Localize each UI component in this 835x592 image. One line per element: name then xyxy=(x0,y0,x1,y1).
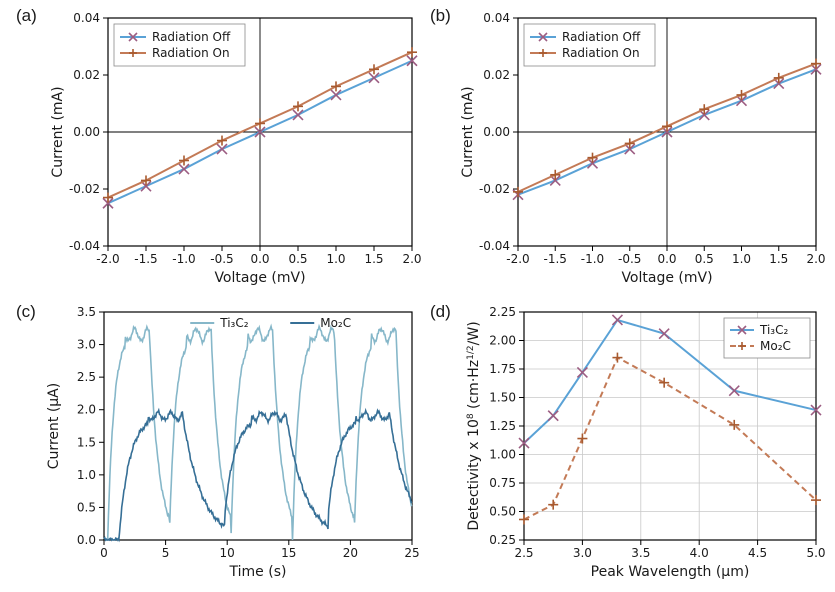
svg-text:-2.0: -2.0 xyxy=(506,252,529,266)
svg-text:-2.0: -2.0 xyxy=(96,252,119,266)
svg-text:Detectivity x 108 (cm·Hz1/2/W): Detectivity x 108 (cm·Hz1/2/W) xyxy=(466,321,482,530)
svg-text:2.00: 2.00 xyxy=(489,334,516,348)
svg-text:Mo₂C: Mo₂C xyxy=(760,339,791,353)
svg-text:Ti₃C₂: Ti₃C₂ xyxy=(219,316,248,330)
svg-text:0.04: 0.04 xyxy=(483,11,510,25)
svg-text:0.04: 0.04 xyxy=(73,11,100,25)
svg-text:3.5: 3.5 xyxy=(77,305,96,319)
svg-text:0.0: 0.0 xyxy=(250,252,269,266)
svg-text:-1.0: -1.0 xyxy=(172,252,195,266)
figure: (a) (b) (c) (d) -2.0 -1.5 -1.0 -0.5 0.0 0.5 1.… xyxy=(0,0,835,592)
panel-c: 0 5 10 15 20 25 0.0 0.5 1.0 1.5 2.0 2.5 3.0 3.5 Time (… xyxy=(44,300,424,588)
svg-text:Radiation Off: Radiation Off xyxy=(152,30,231,44)
panel-label-c: (c) xyxy=(16,302,36,322)
panel-a: -2.0 -1.5 -1.0 -0.5 0.0 0.5 1.0 1.5 2.0 -0.04 -0.0… xyxy=(44,6,424,294)
panel-b: -2.0 -1.5 -1.0 -0.5 0.0 0.5 1.0 1.5 2.0 -0.04 -0.0… xyxy=(458,6,828,294)
svg-text:-0.04: -0.04 xyxy=(69,239,100,253)
svg-text:Current (μA): Current (μA) xyxy=(46,383,62,469)
svg-text:Peak Wavelength (μm): Peak Wavelength (μm) xyxy=(591,564,750,580)
svg-text:0: 0 xyxy=(100,546,108,560)
svg-text:4.0: 4.0 xyxy=(690,546,709,560)
svg-text:1.5: 1.5 xyxy=(77,435,96,449)
svg-text:0.00: 0.00 xyxy=(73,125,100,139)
svg-text:3.0: 3.0 xyxy=(573,546,592,560)
panel-d: 2.5 3.0 3.5 4.0 4.5 5.0 0.25 0.50 0.75 1.00 1.25 1.… xyxy=(458,300,828,588)
svg-text:Radiation Off: Radiation Off xyxy=(562,30,641,44)
svg-text:-0.02: -0.02 xyxy=(69,182,100,196)
svg-text:0.25: 0.25 xyxy=(489,533,516,547)
svg-text:Mo₂C: Mo₂C xyxy=(320,316,351,330)
svg-text:0.75: 0.75 xyxy=(489,476,516,490)
svg-text:2.0: 2.0 xyxy=(77,403,96,417)
svg-text:0.00: 0.00 xyxy=(483,125,510,139)
chart-d: 2.5 3.0 3.5 4.0 4.5 5.0 0.25 0.50 0.75 1.00 1.25 1.… xyxy=(458,300,828,588)
svg-text:1.25: 1.25 xyxy=(489,419,516,433)
svg-text:1.0: 1.0 xyxy=(77,468,96,482)
svg-text:1.75: 1.75 xyxy=(489,362,516,376)
svg-text:3.5: 3.5 xyxy=(631,546,650,560)
svg-text:3.0: 3.0 xyxy=(77,338,96,352)
svg-text:1.5: 1.5 xyxy=(364,252,383,266)
svg-text:5: 5 xyxy=(162,546,170,560)
svg-text:0.5: 0.5 xyxy=(288,252,307,266)
panel-label-b: (b) xyxy=(430,6,451,26)
svg-text:Ti₃C₂: Ti₃C₂ xyxy=(759,323,788,337)
svg-text:Radiation On: Radiation On xyxy=(562,46,640,60)
svg-text:1.00: 1.00 xyxy=(489,448,516,462)
svg-text:1.0: 1.0 xyxy=(732,252,751,266)
chart-b: -2.0 -1.5 -1.0 -0.5 0.0 0.5 1.0 1.5 2.0 -0.04 -0.0… xyxy=(458,6,828,294)
chart-a: -2.0 -1.5 -1.0 -0.5 0.0 0.5 1.0 1.5 2.0 -0.04 -0.0… xyxy=(44,6,424,294)
svg-text:2.25: 2.25 xyxy=(489,305,516,319)
svg-text:Voltage (mV): Voltage (mV) xyxy=(621,270,712,286)
svg-text:15: 15 xyxy=(281,546,296,560)
svg-text:-0.04: -0.04 xyxy=(479,239,510,253)
svg-text:2.5: 2.5 xyxy=(77,370,96,384)
svg-text:Voltage (mV): Voltage (mV) xyxy=(214,270,305,286)
svg-text:Current (mA): Current (mA) xyxy=(460,86,476,177)
svg-text:0.50: 0.50 xyxy=(489,505,516,519)
svg-text:25: 25 xyxy=(404,546,419,560)
svg-text:Current (mA): Current (mA) xyxy=(50,86,66,177)
svg-text:0.5: 0.5 xyxy=(77,500,96,514)
svg-text:0.02: 0.02 xyxy=(73,68,100,82)
svg-text:0.0: 0.0 xyxy=(77,533,96,547)
svg-text:10: 10 xyxy=(220,546,235,560)
svg-text:0.02: 0.02 xyxy=(483,68,510,82)
svg-text:1.0: 1.0 xyxy=(326,252,345,266)
svg-text:-1.5: -1.5 xyxy=(134,252,157,266)
svg-text:Time (s): Time (s) xyxy=(229,564,287,580)
svg-text:2.0: 2.0 xyxy=(402,252,421,266)
panel-label-d: (d) xyxy=(430,302,451,322)
svg-text:1.5: 1.5 xyxy=(769,252,788,266)
svg-text:Radiation On: Radiation On xyxy=(152,46,230,60)
svg-text:1.50: 1.50 xyxy=(489,391,516,405)
svg-text:2.5: 2.5 xyxy=(514,546,533,560)
svg-text:20: 20 xyxy=(343,546,358,560)
svg-text:0.0: 0.0 xyxy=(657,252,676,266)
svg-text:-0.5: -0.5 xyxy=(210,252,233,266)
svg-text:-1.0: -1.0 xyxy=(581,252,604,266)
svg-text:-0.5: -0.5 xyxy=(618,252,641,266)
svg-text:4.5: 4.5 xyxy=(748,546,767,560)
chart-c: 0 5 10 15 20 25 0.0 0.5 1.0 1.5 2.0 2.5 3.0 3.5 Time (… xyxy=(44,300,424,588)
svg-text:-0.02: -0.02 xyxy=(479,182,510,196)
svg-text:0.5: 0.5 xyxy=(695,252,714,266)
panel-label-a: (a) xyxy=(16,6,37,26)
svg-text:2.0: 2.0 xyxy=(806,252,825,266)
svg-text:-1.5: -1.5 xyxy=(544,252,567,266)
svg-text:5.0: 5.0 xyxy=(806,546,825,560)
